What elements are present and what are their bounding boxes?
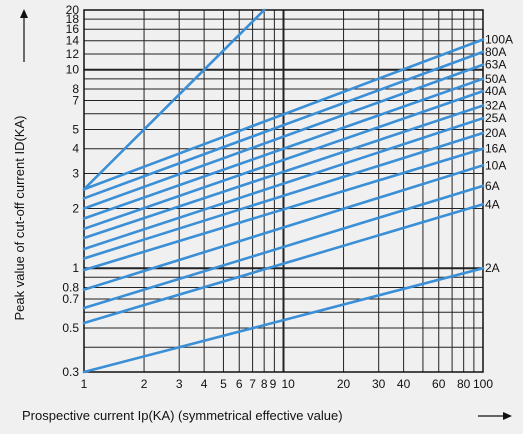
series-line-2A	[82, 266, 485, 374]
x-tick-label: 1	[81, 377, 88, 391]
series-lines	[82, 8, 485, 374]
y-tick-label: 2	[72, 201, 79, 215]
x-axis-title: Prospective current Ip(KA) (symmetrical …	[22, 408, 343, 423]
x-tick-label: 30	[372, 377, 386, 391]
y-tick-label: 18	[66, 12, 80, 26]
series-line-16A	[82, 147, 485, 272]
x-tick-label: 6	[236, 377, 243, 391]
series-line-80A	[82, 50, 485, 200]
series-label-16A: 16A	[485, 142, 506, 156]
x-tick-label: 40	[397, 377, 411, 391]
series-label-50A: 50A	[485, 72, 506, 86]
plot-frame	[83, 9, 484, 373]
series-line-63A	[82, 63, 485, 210]
x-tick-label: 7	[249, 377, 256, 391]
series-label-4A: 4A	[485, 197, 500, 211]
y-tick-label: 1	[72, 261, 79, 275]
series-line-6A	[82, 184, 485, 310]
series-label-80A: 80A	[485, 45, 506, 59]
y-tick-label: 3	[72, 167, 79, 181]
series-line-4A	[82, 202, 485, 325]
y-tick-label: 8	[72, 82, 79, 96]
series-line-40A	[82, 89, 485, 231]
series-label-32A: 32A	[485, 99, 506, 113]
series-line-50A	[82, 77, 485, 220]
limit-line	[82, 8, 266, 191]
y-tick-label: 14	[66, 34, 80, 48]
series-line-10A	[82, 164, 485, 291]
x-tick-label: 80	[457, 377, 471, 391]
y-tick-label: 16	[66, 22, 80, 36]
series-label-20A: 20A	[485, 126, 506, 140]
series-label-10A: 10A	[485, 158, 506, 172]
x-tick-label: 60	[432, 377, 446, 391]
y-tick-label: 10	[66, 63, 80, 77]
series-label-100A: 100A	[485, 33, 513, 47]
series-line-32A	[82, 104, 485, 240]
x-axis-arrow	[478, 412, 512, 420]
series-line-25A	[82, 116, 485, 251]
x-tick-label: 100	[473, 377, 493, 391]
y-tick-label: 0.7	[62, 292, 79, 306]
y-tick-label: 0.5	[62, 321, 79, 335]
series-label-63A: 63A	[485, 58, 506, 72]
x-tick-label: 3	[176, 377, 183, 391]
x-tick-label: 4	[201, 377, 208, 391]
series-line-100A	[82, 38, 485, 191]
y-tick-label: 7	[72, 93, 79, 107]
y-tick-label: 12	[66, 47, 80, 61]
y-tick-label: 20	[66, 3, 80, 17]
x-tick-label: 10	[282, 377, 296, 391]
y-tick-label: 4	[72, 142, 79, 156]
y-tick-label: 0.3	[62, 365, 79, 379]
series-label-25A: 25A	[485, 111, 506, 125]
y-tick-label: 5	[72, 122, 79, 136]
series-label-40A: 40A	[485, 84, 506, 98]
x-tick-label: 9	[270, 377, 277, 391]
series-label-2A: 2A	[485, 261, 500, 275]
series-label-6A: 6A	[485, 179, 500, 193]
y-axis-arrow	[20, 9, 28, 62]
x-tick-label: 5	[220, 377, 227, 391]
x-tick-label: 2	[141, 377, 148, 391]
x-tick-labels: 1 2 3 4 5 6 7 8 9 10 20 30 40 60 80 100	[81, 377, 494, 391]
y-axis-title: Peak value of cut-off current ID(KA)	[12, 116, 27, 321]
y-tick-label: 0.8	[62, 280, 79, 294]
series-line-20A	[82, 131, 485, 260]
x-tick-label: 8	[261, 377, 268, 391]
x-tick-label: 20	[337, 377, 351, 391]
grid	[83, 9, 484, 373]
